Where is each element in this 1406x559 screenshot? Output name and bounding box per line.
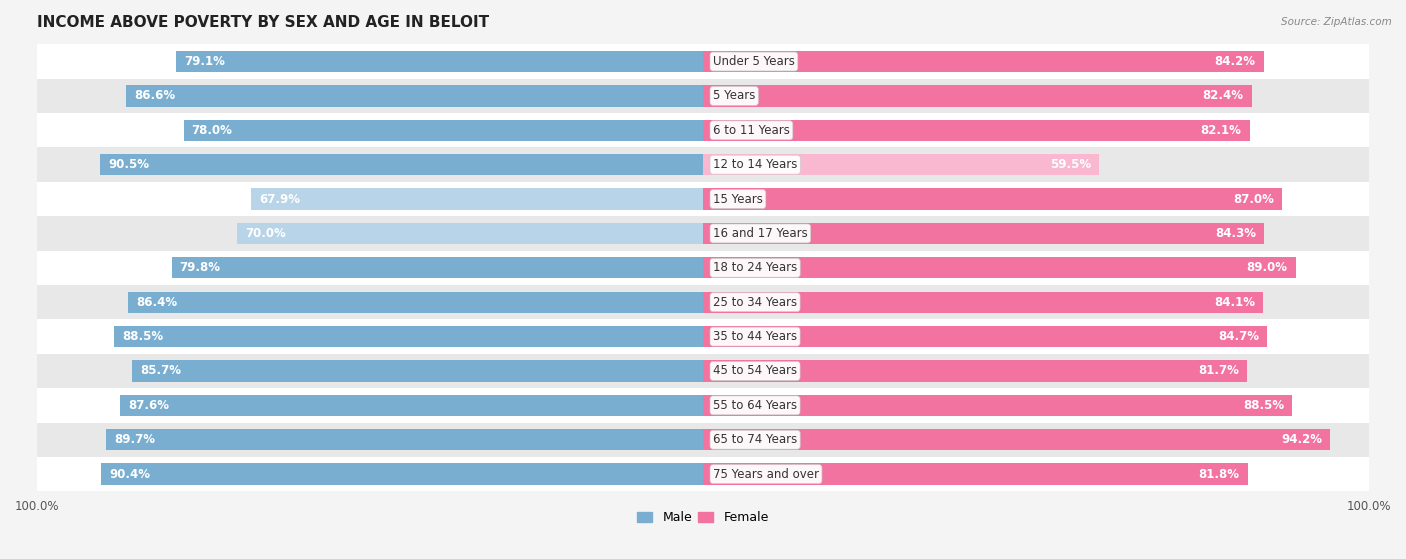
Text: 82.1%: 82.1% (1201, 124, 1241, 137)
Bar (703, 85, 1251, 107)
Text: INCOME ABOVE POVERTY BY SEX AND AGE IN BELOIT: INCOME ABOVE POVERTY BY SEX AND AGE IN B… (37, 15, 489, 30)
Text: 84.2%: 84.2% (1215, 55, 1256, 68)
Text: 88.5%: 88.5% (1243, 399, 1284, 412)
Bar (114, 326, 703, 347)
Bar (37, 319, 1369, 354)
Bar (101, 463, 703, 485)
Bar (250, 188, 703, 210)
Bar (703, 51, 1264, 72)
Bar (132, 361, 703, 382)
Bar (37, 216, 1369, 250)
Bar (37, 285, 1369, 319)
Bar (37, 354, 1369, 388)
Bar (105, 429, 703, 451)
Text: 81.7%: 81.7% (1198, 364, 1239, 377)
Bar (37, 182, 1369, 216)
Bar (127, 85, 703, 107)
Bar (703, 463, 1247, 485)
Text: 59.5%: 59.5% (1050, 158, 1091, 171)
Text: 45 to 54 Years: 45 to 54 Years (713, 364, 797, 377)
Text: 16 and 17 Years: 16 and 17 Years (713, 227, 807, 240)
Text: 55 to 64 Years: 55 to 64 Years (713, 399, 797, 412)
Bar (37, 423, 1369, 457)
Text: 86.6%: 86.6% (135, 89, 176, 102)
Text: 65 to 74 Years: 65 to 74 Years (713, 433, 797, 446)
Bar (37, 388, 1369, 423)
Text: 78.0%: 78.0% (191, 124, 232, 137)
Text: 89.0%: 89.0% (1247, 261, 1288, 274)
Bar (37, 44, 1369, 79)
Text: 70.0%: 70.0% (245, 227, 285, 240)
Text: 90.4%: 90.4% (110, 468, 150, 481)
Bar (100, 154, 703, 176)
Bar (37, 79, 1369, 113)
Bar (238, 223, 703, 244)
Bar (703, 361, 1247, 382)
Text: 85.7%: 85.7% (141, 364, 181, 377)
Text: 89.7%: 89.7% (114, 433, 155, 446)
Bar (703, 429, 1330, 451)
Text: 86.4%: 86.4% (136, 296, 177, 309)
Text: 35 to 44 Years: 35 to 44 Years (713, 330, 797, 343)
Text: 15 Years: 15 Years (713, 192, 763, 206)
Bar (703, 154, 1099, 176)
Text: Source: ZipAtlas.com: Source: ZipAtlas.com (1281, 17, 1392, 27)
Bar (703, 292, 1263, 313)
Text: 84.7%: 84.7% (1218, 330, 1258, 343)
Bar (703, 257, 1295, 278)
Text: 25 to 34 Years: 25 to 34 Years (713, 296, 797, 309)
Bar (128, 292, 703, 313)
Bar (703, 326, 1267, 347)
Text: Under 5 Years: Under 5 Years (713, 55, 794, 68)
Bar (703, 223, 1264, 244)
Text: 87.0%: 87.0% (1233, 192, 1274, 206)
Text: 5 Years: 5 Years (713, 89, 755, 102)
Legend: Male, Female: Male, Female (633, 506, 773, 529)
Text: 82.4%: 82.4% (1202, 89, 1243, 102)
Text: 6 to 11 Years: 6 to 11 Years (713, 124, 790, 137)
Bar (37, 113, 1369, 148)
Text: 94.2%: 94.2% (1281, 433, 1322, 446)
Bar (184, 120, 703, 141)
Bar (703, 188, 1282, 210)
Text: 12 to 14 Years: 12 to 14 Years (713, 158, 797, 171)
Text: 84.1%: 84.1% (1213, 296, 1256, 309)
Text: 81.8%: 81.8% (1198, 468, 1240, 481)
Text: 90.5%: 90.5% (108, 158, 149, 171)
Text: 87.6%: 87.6% (128, 399, 169, 412)
Text: 67.9%: 67.9% (259, 192, 299, 206)
Text: 88.5%: 88.5% (122, 330, 163, 343)
Bar (703, 120, 1250, 141)
Bar (176, 51, 703, 72)
Bar (37, 148, 1369, 182)
Text: 79.8%: 79.8% (180, 261, 221, 274)
Bar (37, 250, 1369, 285)
Text: 79.1%: 79.1% (184, 55, 225, 68)
Text: 84.3%: 84.3% (1215, 227, 1256, 240)
Bar (37, 457, 1369, 491)
Text: 75 Years and over: 75 Years and over (713, 468, 818, 481)
Bar (120, 395, 703, 416)
Bar (703, 395, 1292, 416)
Bar (172, 257, 703, 278)
Text: 18 to 24 Years: 18 to 24 Years (713, 261, 797, 274)
